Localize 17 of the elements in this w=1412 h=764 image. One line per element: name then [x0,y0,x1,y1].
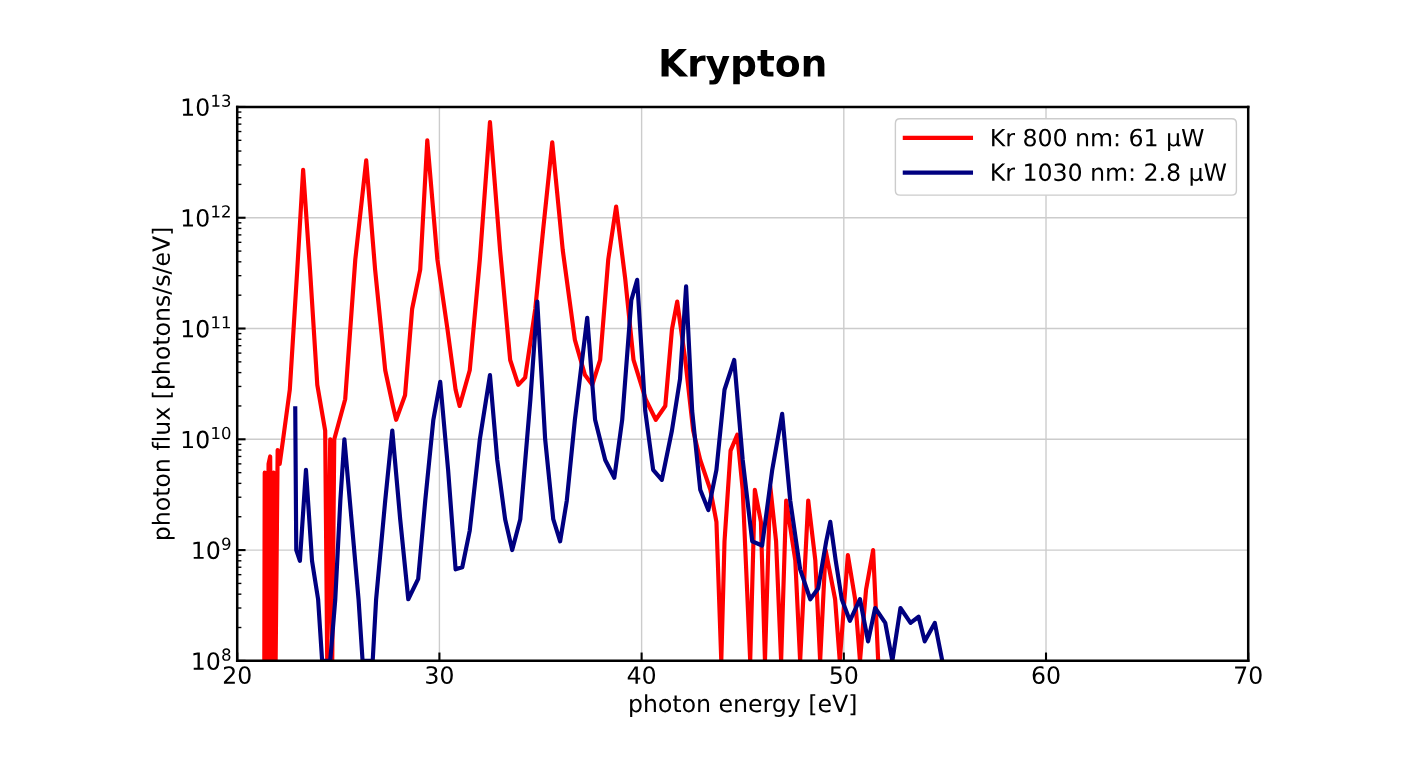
y-tick-label: 10$^{13}$ [182,94,231,117]
y-tick-label: 10$^{10}$ [182,426,231,449]
legend-label: Kr 800 nm: 61 µW [992,128,1204,152]
line-series [262,120,881,661]
x-tick-label: 40 [627,666,656,684]
y-tick-label: 10$^{12}$ [182,205,230,227]
line-series [293,277,945,661]
chart-title: Krypton [661,49,825,85]
y-tick-label: 10$^{11}$ [182,316,230,338]
y-axis-title: photon flux [photons/s/eV] [151,228,175,540]
legend-label: Kr 1030 nm: 2.8 µW [992,163,1227,186]
x-tick-label: 50 [830,666,858,684]
y-tick-label: 10$^{9}$ [193,537,231,560]
x-tick-label: 30 [426,666,453,684]
x-axis-title: photon energy [eV] [630,694,856,717]
x-tick-label: 70 [1235,666,1262,684]
x-tick-label: 60 [1032,666,1060,684]
